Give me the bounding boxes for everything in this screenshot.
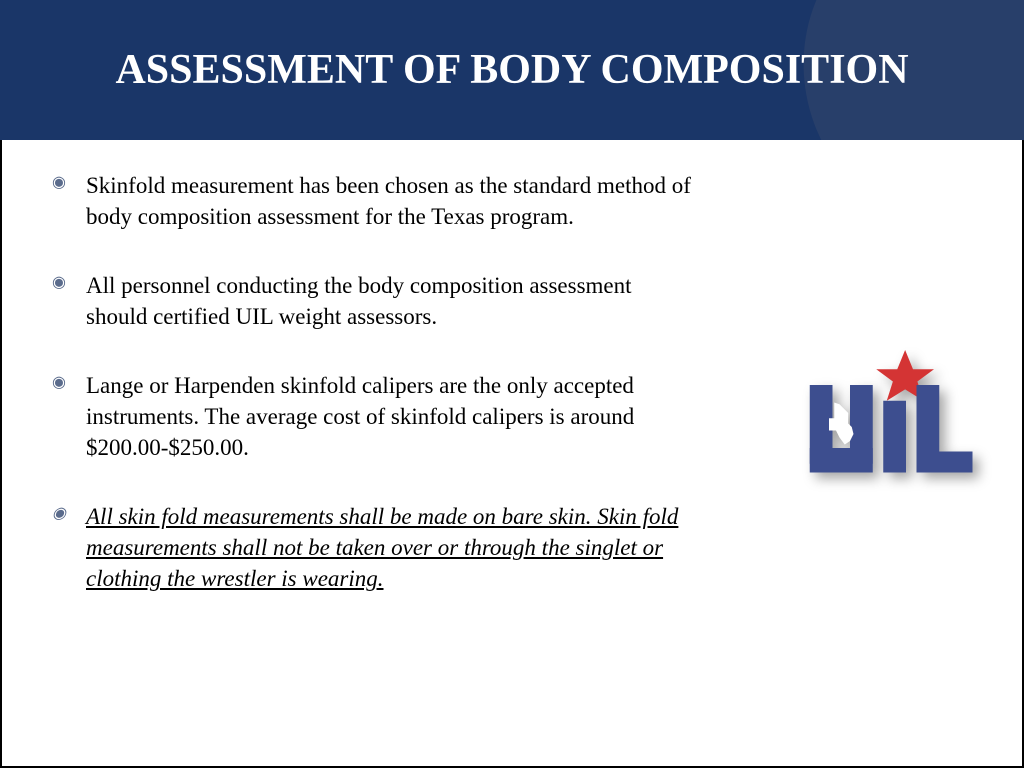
- slide-content: Skinfold measurement has been chosen as …: [0, 140, 1024, 768]
- letter-i: [883, 401, 906, 473]
- slide-header: ASSESSMENT OF BODY COMPOSITION: [0, 0, 1024, 140]
- bullet-item: Skinfold measurement has been chosen as …: [52, 170, 692, 232]
- bullet-item-emphasized: All skin fold measurements shall be made…: [52, 501, 692, 594]
- slide-title: ASSESSMENT OF BODY COMPOSITION: [115, 45, 908, 95]
- letter-l: [917, 385, 973, 473]
- bullet-item: All personnel conducting the body compos…: [52, 270, 692, 332]
- texas-icon: [829, 403, 854, 445]
- bullet-list: Skinfold measurement has been chosen as …: [52, 170, 692, 594]
- bullet-item: Lange or Harpenden skinfold calipers are…: [52, 370, 692, 463]
- uil-logo: [802, 350, 982, 490]
